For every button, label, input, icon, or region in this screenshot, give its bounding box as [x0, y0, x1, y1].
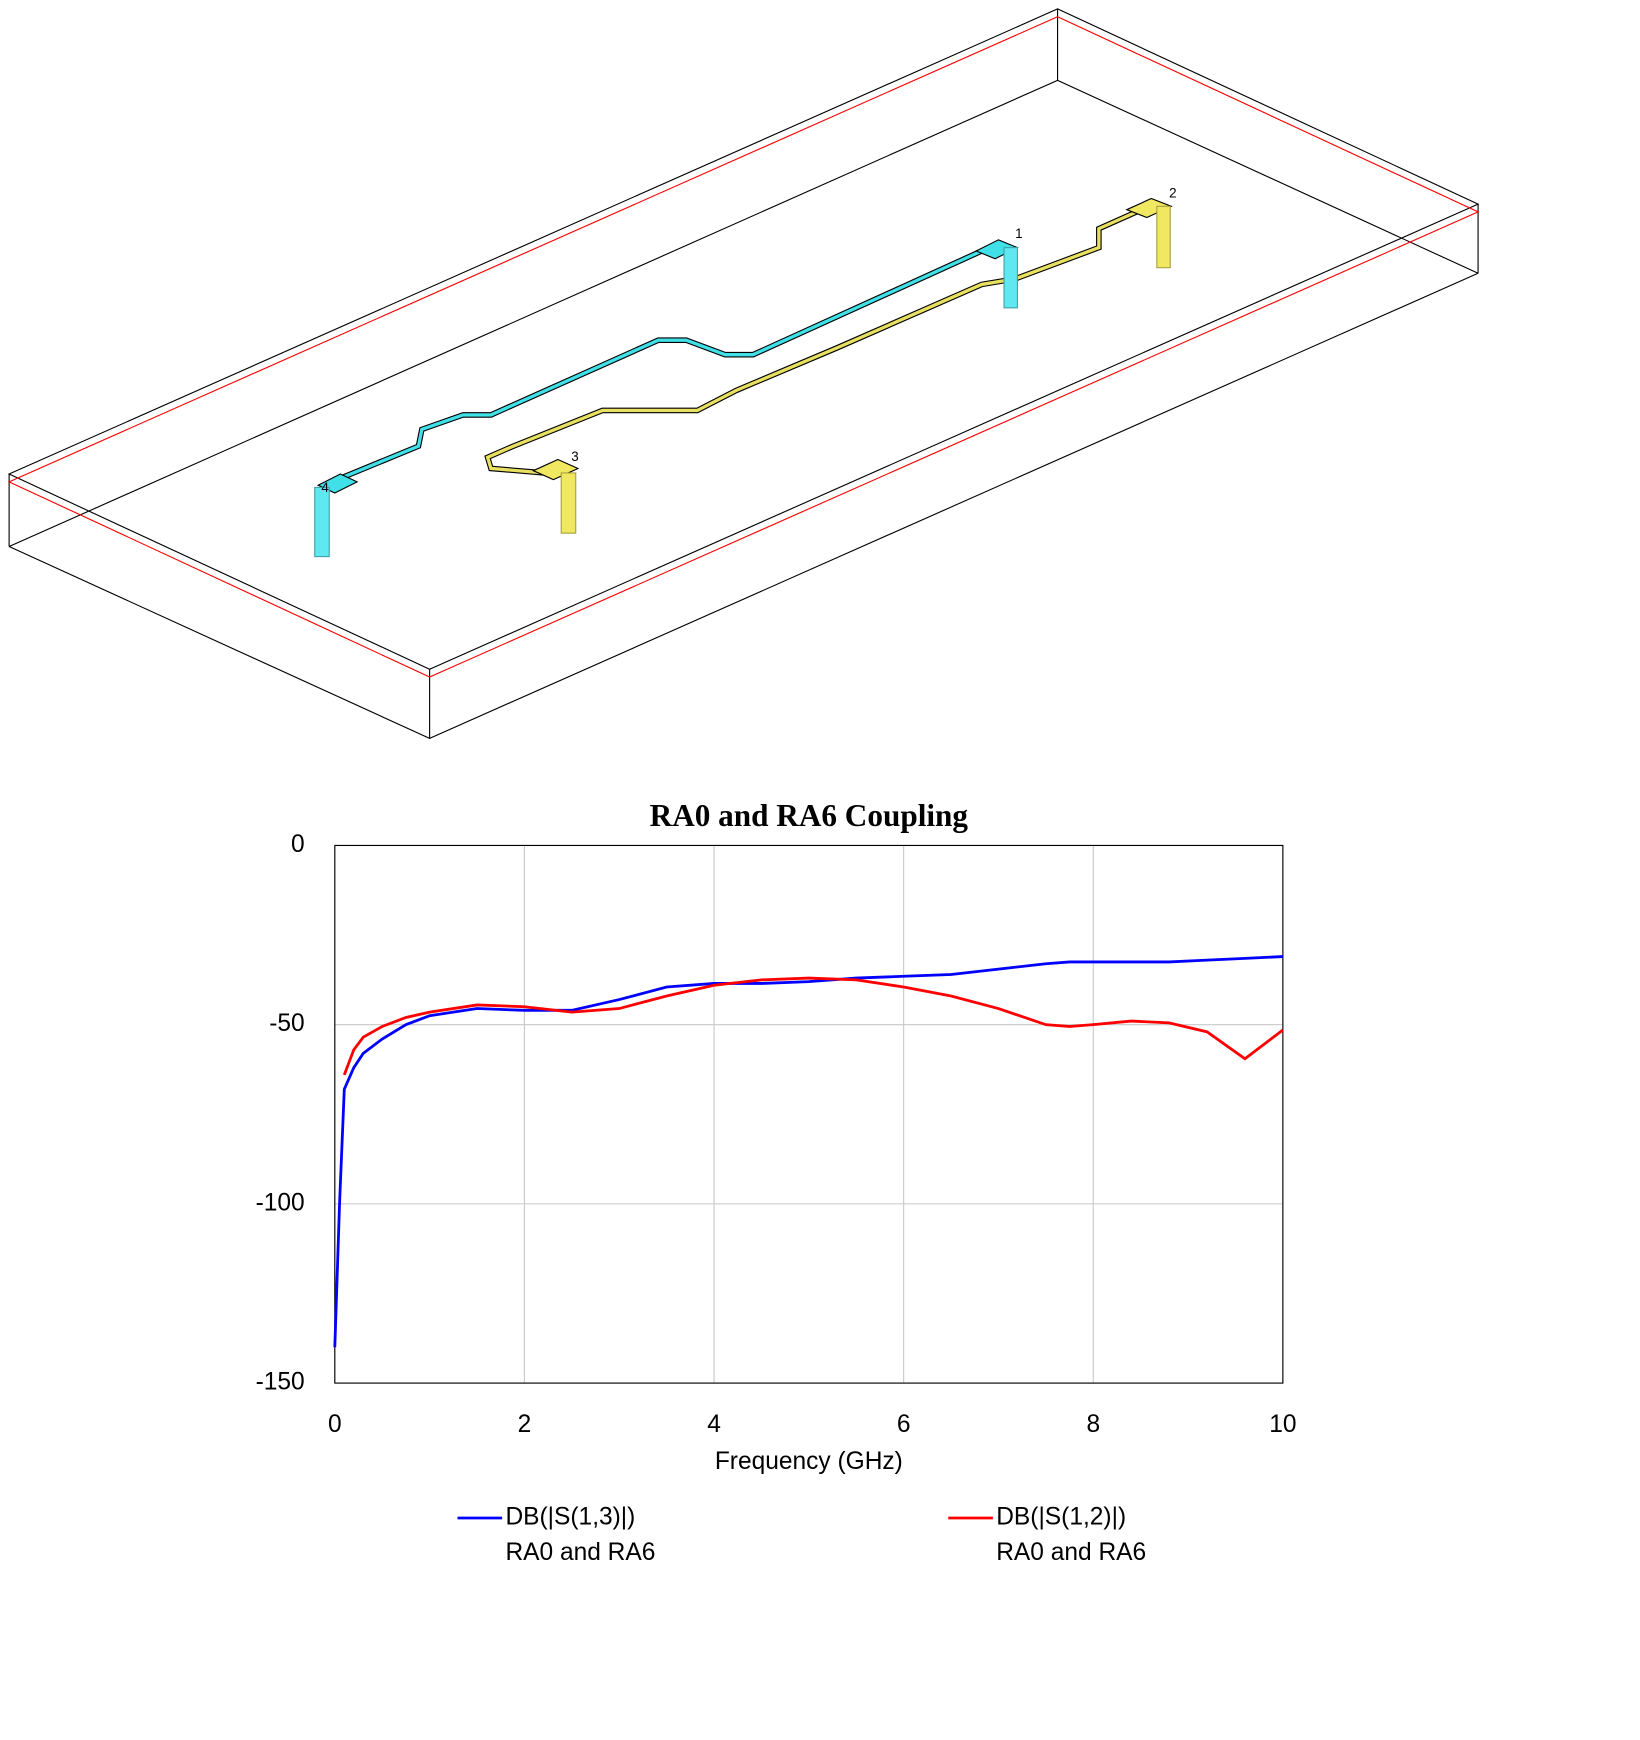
plot-frame	[334, 844, 1284, 1384]
box-top	[7, 8, 1480, 670]
trace	[485, 204, 1150, 476]
post	[560, 472, 577, 534]
port-label: 1	[1015, 226, 1022, 241]
legend-label: RA0 and RA6	[996, 1539, 1146, 1566]
x-tick-label: 8	[1086, 1411, 1100, 1438]
post	[314, 486, 330, 558]
y-tick-label: 0	[291, 831, 305, 858]
trace	[484, 203, 1151, 477]
port-label: 2	[1169, 186, 1176, 201]
x-axis-label: Frequency (GHz)	[715, 1448, 903, 1475]
x-tick-label: 10	[1269, 1411, 1296, 1438]
y-tick-label: -100	[256, 1189, 305, 1216]
post	[1003, 247, 1018, 309]
y-tick-label: -150	[256, 1369, 305, 1396]
x-tick-label: 2	[518, 1411, 532, 1438]
x-tick-label: 0	[328, 1411, 342, 1438]
box-edge	[8, 79, 1479, 548]
pad	[531, 458, 580, 481]
pad	[1125, 197, 1173, 219]
trace	[323, 249, 983, 487]
series-line	[342, 976, 1284, 1076]
layout-3d	[7, 8, 1480, 739]
y-tick-label: -50	[269, 1010, 304, 1037]
port-label: 3	[571, 449, 578, 464]
x-tick-label: 4	[707, 1411, 721, 1438]
legend-label: RA0 and RA6	[505, 1539, 655, 1566]
x-tick-label: 6	[897, 1411, 911, 1438]
legend-label: DB(|S(1,3)|)	[505, 1504, 635, 1531]
legend-label: DB(|S(1,2)|)	[996, 1504, 1126, 1531]
series-line	[333, 955, 1283, 1348]
port-label: 4	[321, 480, 329, 495]
chart-title: RA0 and RA6 Coupling	[650, 798, 969, 833]
post	[1156, 205, 1171, 269]
box-edge	[8, 272, 1479, 739]
trace	[322, 248, 983, 488]
board-outline	[7, 16, 1480, 678]
